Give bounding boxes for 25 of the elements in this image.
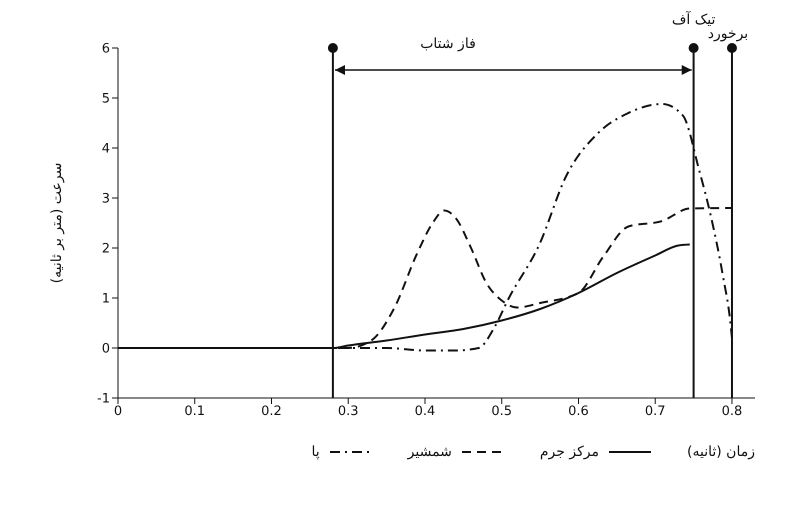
x-tick-label: 0.5	[491, 404, 512, 420]
x-tick-label: 0.2	[261, 404, 282, 420]
legend-label: مرکز جرم	[540, 444, 600, 460]
x-tick-label: 0.8	[722, 404, 742, 420]
x-tick-label: 0.3	[338, 404, 359, 420]
annotation: فاز شتاب	[420, 36, 476, 52]
y-tick-label: 2	[102, 242, 110, 257]
y-tick-label: 1	[102, 292, 110, 307]
x-tick-label: 0.1	[184, 404, 206, 420]
legend-label: شمشیر	[408, 444, 452, 460]
y-tick-label: 6	[102, 42, 110, 57]
x-tick-label: 0.4	[414, 404, 436, 420]
x-tick-label: 0.7	[644, 404, 666, 420]
y-tick-label: 0	[102, 342, 110, 357]
x-tick-label: 0	[114, 404, 122, 420]
x-tick-label: 0.6	[568, 404, 589, 420]
y-axis-title: سرعت (متر بر ثانیه)	[48, 162, 65, 284]
x-axis-title: زمان (ثانیه)	[687, 444, 755, 460]
legend-label: پا	[311, 444, 320, 460]
y-tick-label: -1	[97, 392, 110, 407]
y-tick-label: 3	[102, 192, 110, 207]
y-tick-label: 4	[102, 142, 110, 157]
ref-line-label: برخورد	[708, 26, 748, 42]
ref-line-label: تیک آف	[672, 10, 716, 28]
y-tick-label: 5	[102, 92, 110, 107]
